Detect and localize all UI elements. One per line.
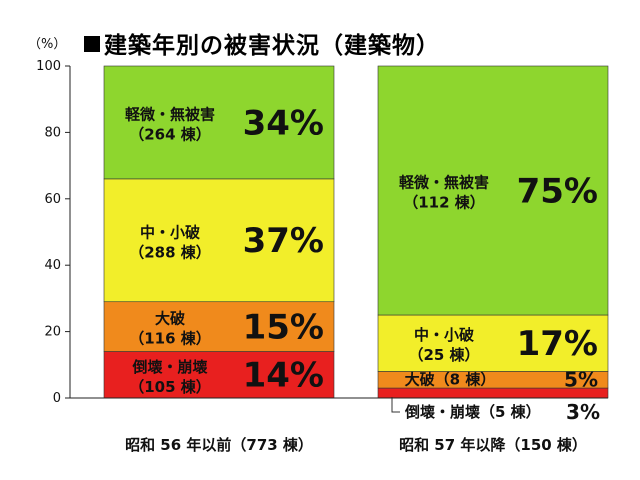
y-tick-label: 60 (44, 192, 61, 207)
segment-percent-label: 75% (517, 171, 598, 211)
segment-name-label: 倒壊・崩壊（5 棟） (404, 403, 541, 421)
y-tick-label: 80 (44, 125, 61, 140)
title-square-icon (84, 36, 100, 52)
segment-name-label: 中・小破 (414, 326, 474, 344)
segment-count-label: （264 棟） (129, 125, 211, 143)
y-tick-label: 40 (44, 258, 61, 273)
segment-percent-label: 17% (517, 324, 598, 364)
segment-name-label: 大破 (155, 310, 185, 328)
bar-segment (377, 65, 609, 316)
segment-percent-label: 34% (243, 103, 324, 143)
y-tick-label: 0 (53, 391, 61, 406)
segment-count-label: （105 棟） (129, 378, 211, 396)
segment-name-label: 倒壊・崩壊 (131, 358, 207, 376)
bar-segment (103, 351, 335, 399)
bar-segment (103, 301, 335, 352)
y-tick-label: 20 (44, 325, 61, 340)
y-unit-label: （%） (28, 37, 66, 52)
segment-count-label: （288 棟） (129, 243, 211, 261)
segment-percent-label: 15% (243, 308, 324, 348)
segment-name-label: 中・小破 (140, 223, 200, 241)
chart-title: 建築年別の被害状況（建築物） (84, 26, 440, 60)
x-category-label: 昭和 57 年以降（150 棟） (399, 436, 587, 454)
bar-segment (377, 314, 609, 372)
segment-count-label: （116 棟） (129, 330, 211, 348)
segment-count-label: （112 棟） (403, 194, 485, 212)
segment-percent-label: 37% (243, 221, 324, 261)
chart-title-text: 建築年別の被害状況（建築物） (104, 33, 440, 59)
segment-name-label: 大破（8 棟） (405, 371, 496, 389)
y-tick-label: 100 (36, 59, 61, 74)
segment-count-label: （25 棟） (408, 346, 479, 364)
segment-percent-label: 14% (243, 356, 324, 396)
segment-name-label: 軽微・無被害 (125, 105, 215, 123)
segment-percent-label: 3% (566, 400, 600, 424)
segment-name-label: 軽微・無被害 (399, 174, 489, 192)
bar-segment (103, 178, 335, 303)
x-category-label: 昭和 56 年以前（773 棟） (125, 436, 313, 454)
bar-segment (103, 65, 335, 180)
leader-line (391, 397, 400, 413)
